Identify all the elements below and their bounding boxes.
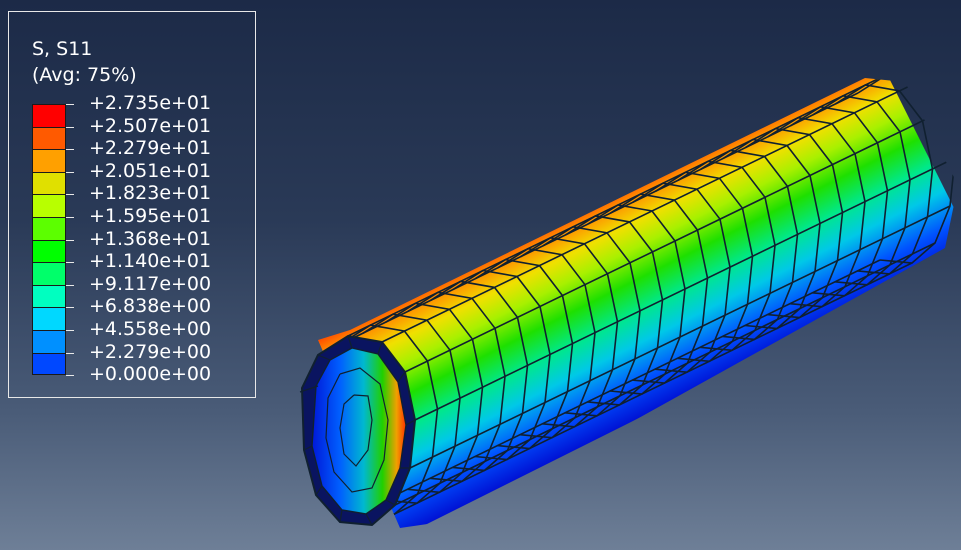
legend-swatch [32,104,66,127]
legend-value: +2.279e+01 [89,137,212,160]
mesh-ring-line [767,116,866,308]
legend-swatch [32,126,66,150]
mesh-ring-line [587,204,686,395]
mesh-ring-line [610,193,709,384]
legend-value: +1.140e+01 [89,250,212,273]
mesh-ring-line [542,225,641,417]
mesh-ring-line [340,324,439,515]
mesh-ring-line [407,291,506,483]
legend-value: +9.117e+00 [89,272,212,295]
legend-tick [66,284,74,286]
legend-value: +1.595e+01 [89,205,212,227]
legend-swatch [32,284,66,308]
mesh-ring-line [362,313,461,505]
mesh-ring-line [700,149,799,341]
mesh-ring-line [452,269,551,461]
legend-swatch [32,262,66,285]
legend-value: +1.823e+01 [89,182,212,205]
legend-swatch [32,216,66,240]
legend-swatch [32,239,66,263]
legend-tick [66,375,74,376]
legend-tick [66,217,74,218]
legend-value: +2.279e+00 [89,340,212,363]
legend-tick [66,104,74,105]
legend-value: +2.507e+01 [89,114,212,137]
legend-tick [66,171,74,173]
legend-tick [66,126,74,128]
legend-value: +0.000e+00 [89,363,212,386]
mesh-ring-line [835,84,934,275]
legend-averaging: (Avg: 75%) [32,64,137,86]
legend-tick [66,149,74,151]
mesh-ring-line [385,302,484,494]
legend-swatch [32,307,66,330]
mesh-ring-line [677,160,776,352]
legend-value: +4.558e+00 [89,318,212,340]
mesh-ring-line [745,127,844,319]
legend-swatch [32,352,66,376]
legend-value: +2.051e+01 [89,159,212,182]
legend-value: +2.735e+01 [89,92,212,114]
legend-value: +1.368e+01 [89,227,212,250]
legend-swatch [32,329,66,353]
legend-tick [66,352,74,354]
mesh-ring-line [475,258,574,450]
mesh-ring-line [812,94,911,286]
mesh-ring-line [655,171,754,363]
mesh-ring-line [430,280,529,472]
legend-title: S, S11 [32,38,93,60]
legend-tick [66,194,74,196]
legend-tick [66,262,74,264]
mesh-ring-line [632,182,731,374]
legend-value: +6.838e+00 [89,295,212,318]
mesh-ring-line [565,215,664,406]
contour-legend: S, S11 (Avg: 75%) +2.735e+01 [8,11,256,398]
legend-swatch [32,149,66,172]
mesh-ring-line [497,247,596,439]
legend-tick [66,330,74,331]
legend-swatch [32,171,66,195]
legend-tick [66,307,74,309]
mesh-ring-line [520,236,619,428]
mesh-ring-line [722,138,821,330]
legend-color-bar [32,104,66,376]
mesh-ring-line [790,105,889,297]
legend-swatch [32,194,66,217]
legend-tick [66,239,74,241]
